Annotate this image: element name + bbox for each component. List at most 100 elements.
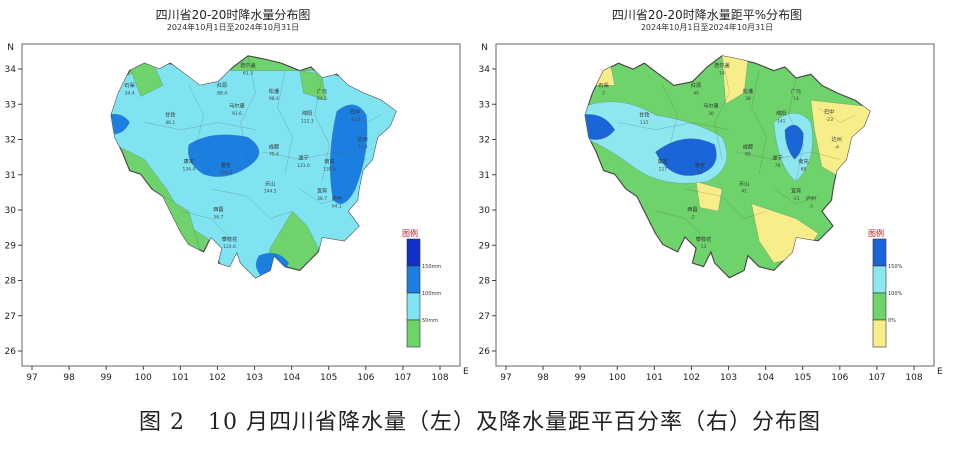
station-name-label: 达州	[358, 135, 368, 143]
station-name-label: 若尔盖	[714, 61, 730, 69]
lat-tick-label: 26	[5, 347, 17, 357]
station-name-label: 康定	[658, 157, 668, 165]
legend-swatch	[406, 292, 421, 321]
lat-tick-label: 26	[479, 347, 491, 357]
station-name-label: 绵阳	[302, 109, 312, 117]
station-value-label: 64.5	[317, 96, 327, 102]
lat-tick-label: 27	[5, 312, 16, 322]
station-value-label: -2	[690, 215, 695, 221]
station-name-label: 泸州	[806, 194, 816, 202]
lon-tick-label: 97	[500, 373, 511, 383]
legend-swatch	[406, 319, 421, 348]
precip-100mm-region-east	[329, 104, 368, 204]
station-name-label: 雅安	[221, 161, 231, 169]
station-value-label: 144.5	[264, 189, 277, 195]
station-name-label: 巴中	[824, 108, 834, 116]
station-value-label: 126.6	[219, 170, 232, 176]
legend-swatch	[872, 265, 887, 294]
lon-tick-label: 101	[172, 373, 189, 383]
station-value-label: 13	[701, 244, 707, 250]
county-boundary-line	[277, 70, 293, 175]
lon-tick-label: 98	[537, 373, 549, 383]
station-value-label: 38	[745, 96, 751, 102]
station-value-label: 14	[793, 96, 799, 102]
station-value-label: 68	[801, 167, 807, 173]
station-value-label: -4	[834, 144, 839, 150]
county-boundary-line	[240, 55, 256, 160]
lon-tick-label: 100	[135, 373, 152, 383]
station-name-label: 松潘	[743, 87, 754, 95]
station-name-label: 成都	[743, 142, 753, 150]
station-value-label: 123.0	[297, 163, 310, 169]
county-boundary-line	[344, 107, 382, 123]
county-boundary-line	[684, 188, 767, 219]
county-boundary-line	[714, 55, 730, 160]
lat-tick-label: 31	[479, 171, 490, 181]
figure-caption: 图 2 10 月四川省降水量（左）及降水量距平百分率（右）分布图	[139, 410, 821, 435]
lon-tick-label: 103	[720, 373, 737, 383]
station-name-label: 宜宾	[317, 187, 327, 195]
anomaly-map-panel: 四川省20-20时降水量距平%分布图 2024年10月1日至2024年10月31…	[476, 6, 943, 383]
legend-swatch	[872, 319, 887, 348]
station-name-label: 遂宁	[298, 153, 308, 161]
lat-tick-label: 27	[479, 312, 490, 322]
precipitation-map-subtitle: 2024年10月1日至2024年10月31日	[166, 23, 300, 32]
county-boundary-line	[181, 211, 234, 241]
county-boundary-line	[736, 151, 841, 160]
station-name-label: 石渠	[124, 81, 134, 89]
lat-tick-label: 30	[479, 206, 491, 216]
legend-label: 100%	[888, 291, 903, 297]
legend-swatch	[872, 238, 887, 267]
lon-tick-label: 107	[868, 373, 885, 383]
legend-swatch	[406, 265, 421, 294]
lat-tick-label: 32	[5, 136, 16, 146]
station-name-label: 宜宾	[791, 187, 801, 195]
lat-tick-label: 33	[479, 100, 490, 110]
anomaly-150pct-region-east	[784, 124, 804, 160]
east-label: E	[937, 367, 943, 377]
legend-label: 100mm	[422, 291, 441, 297]
station-name-label: 雅安	[695, 161, 705, 169]
lon-tick-label: 98	[63, 373, 75, 383]
station-name-label: 松潘	[269, 87, 280, 95]
lon-tick-label: 100	[609, 373, 626, 383]
lon-tick-label: 105	[794, 373, 811, 383]
station-name-label: 巴中	[350, 108, 360, 116]
county-boundary-line	[210, 188, 293, 219]
lon-tick-label: 102	[209, 373, 226, 383]
lat-tick-label: 28	[479, 277, 491, 287]
lat-tick-label: 34	[479, 65, 491, 75]
lat-tick-label: 33	[5, 100, 16, 110]
station-value-label: -3	[809, 204, 814, 210]
station-value-label: 124.6	[223, 244, 236, 250]
lon-tick-label: 104	[757, 373, 774, 383]
station-value-label: 38.7	[317, 196, 327, 202]
county-boundary-line	[618, 122, 730, 130]
station-value-label: -21	[792, 196, 799, 202]
lat-tick-label: 28	[5, 277, 17, 287]
legend-title: 图例	[402, 228, 418, 238]
station-value-label: 79.4	[269, 152, 279, 158]
station-name-label: 攀枝花	[696, 235, 712, 243]
lat-tick-label: 29	[479, 241, 491, 251]
station-value-label: 61.3	[243, 70, 253, 76]
lat-tick-label: 30	[5, 206, 17, 216]
station-name-label: 遂宁	[772, 153, 782, 161]
station-name-label: 成都	[269, 142, 279, 150]
county-boundary-line	[662, 85, 686, 175]
station-value-label: 34.4	[125, 90, 135, 96]
north-label: N	[7, 43, 14, 53]
station-name-label: 南充	[324, 157, 334, 165]
station-value-label: 130.5	[323, 167, 336, 173]
lon-tick-label: 106	[831, 373, 848, 383]
station-value-label: 41	[741, 189, 747, 195]
station-name-label: 康定	[184, 157, 194, 165]
station-value-label: 98.4	[269, 96, 279, 102]
lon-tick-label: 103	[246, 373, 263, 383]
legend-label: 50mm	[422, 318, 438, 324]
anomaly-150pct-region-center	[655, 138, 717, 176]
north-label: N	[481, 43, 488, 53]
anomaly-map-subtitle: 2024年10月1日至2024年10月31日	[640, 23, 774, 32]
county-boundary-line	[773, 188, 819, 205]
